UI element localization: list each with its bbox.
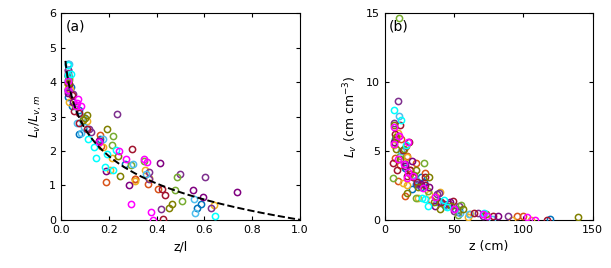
X-axis label: z/l: z/l [174, 240, 188, 253]
Y-axis label: $L_v$ (cm cm$^{-3}$): $L_v$ (cm cm$^{-3}$) [342, 75, 360, 158]
Text: (a): (a) [66, 20, 86, 34]
Y-axis label: $L_v/L_{v,m}$: $L_v/L_{v,m}$ [27, 95, 43, 138]
X-axis label: z (cm): z (cm) [469, 240, 508, 253]
Text: (b): (b) [389, 20, 409, 34]
